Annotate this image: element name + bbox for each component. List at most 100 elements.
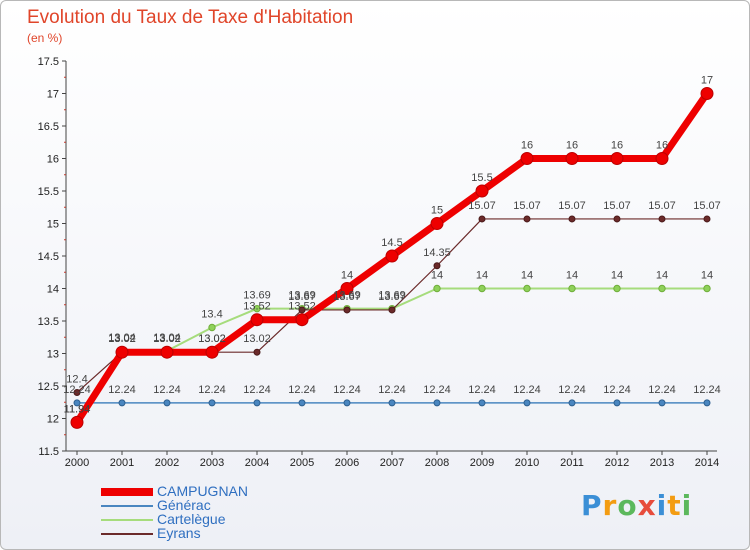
data-point-campugnan [205, 345, 219, 359]
legend-swatch-cartelegue [101, 519, 153, 521]
data-point-campugnan [340, 282, 354, 295]
data-label-campugnan: 16 [521, 140, 533, 152]
data-label-campugnan: 14.5 [381, 237, 402, 249]
y-tick-label: 15.5 [38, 186, 59, 198]
data-label-eyrans: 14.35 [423, 247, 451, 259]
data-label-cartelegue: 14 [431, 270, 443, 282]
x-tick-label: 2010 [515, 457, 539, 469]
data-label-campugnan: 15.5 [471, 172, 492, 184]
data-point-generac [73, 399, 81, 407]
data-label-generac: 12.24 [648, 384, 676, 396]
data-point-eyrans [478, 215, 486, 223]
data-point-generac [433, 399, 441, 407]
data-label-eyrans: 15.07 [603, 200, 631, 212]
y-tick-label: 12 [47, 414, 59, 426]
chart-title: Evolution du Taux de Taxe d'Habitation [27, 7, 354, 28]
data-label-eyrans: 15.07 [558, 200, 586, 212]
data-label-cartelegue: 13.69 [333, 290, 361, 302]
data-label-cartelegue: 14 [521, 270, 533, 282]
brand-letter: i [656, 489, 668, 522]
data-label-cartelegue: 11.94 [64, 403, 91, 415]
legend-label-campugnan: CAMPUGNAN [157, 483, 249, 499]
data-point-generac [703, 399, 711, 407]
data-label-campugnan: 14 [341, 270, 353, 282]
data-label-campugnan: 11.94 [64, 403, 91, 415]
data-label-cartelegue: 14 [566, 270, 578, 282]
data-label-cartelegue: 13.69 [243, 290, 271, 302]
x-tick-label: 2012 [605, 457, 629, 469]
data-point-campugnan [115, 345, 129, 359]
data-point-cartelegue [613, 284, 621, 293]
data-label-generac: 12.24 [513, 384, 541, 396]
x-tick-label: 2004 [245, 457, 269, 469]
brand-letter: i [681, 489, 693, 522]
data-label-generac: 12.24 [198, 384, 226, 396]
data-label-cartelegue: 13.04 [108, 332, 136, 344]
data-point-cartelegue [658, 284, 666, 293]
data-label-campugnan: 13.52 [243, 301, 271, 313]
data-label-generac: 12.24 [603, 384, 631, 396]
y-tick-label: 16 [47, 154, 59, 166]
data-label-eyrans: 13.67 [378, 291, 406, 303]
data-label-eyrans: 13.67 [333, 291, 361, 303]
y-tick-label: 16.5 [38, 121, 59, 133]
data-point-generac [118, 399, 126, 407]
data-point-eyrans [433, 262, 441, 270]
data-point-generac [658, 399, 666, 407]
brand-logo: Proxiti [581, 489, 692, 522]
brand-letter: P [581, 489, 603, 522]
x-tick-label: 2011 [560, 457, 584, 469]
x-tick-label: 2013 [650, 457, 674, 469]
x-tick-label: 2014 [695, 457, 719, 469]
y-tick-label: 15 [47, 219, 59, 231]
x-tick-label: 2001 [110, 457, 134, 469]
data-point-generac [388, 399, 396, 407]
data-label-eyrans: 13.02 [198, 333, 226, 345]
data-label-campugnan: 13.02 [153, 333, 181, 345]
legend-swatch-generac [101, 505, 153, 507]
data-label-eyrans: 13.02 [243, 333, 271, 345]
data-label-generac: 12.24 [378, 384, 406, 396]
data-label-generac: 12.24 [423, 384, 451, 396]
data-label-eyrans: 15.07 [513, 200, 541, 212]
data-label-cartelegue: 14 [611, 270, 623, 282]
brand-letter: o [617, 489, 638, 522]
data-label-campugnan: 13.52 [288, 301, 316, 313]
data-label-campugnan: 16 [656, 140, 668, 152]
data-label-cartelegue: 14 [656, 270, 668, 282]
data-point-cartelegue [568, 284, 576, 293]
data-point-cartelegue [433, 284, 441, 293]
legend-label-eyrans: Eyrans [157, 525, 201, 541]
data-point-campugnan [475, 184, 489, 198]
data-labels-layer: 12.24 12.24 12.24 12.24 12.24 12.24 12.24 12.24… [63, 75, 721, 416]
data-label-cartelegue: 13.69 [378, 290, 406, 302]
y-tick-label: 12.5 [38, 381, 59, 393]
data-point-cartelegue [523, 284, 531, 293]
chart-unit-label: (en %) [27, 31, 63, 45]
legend-label-cartelegue: Cartelègue [157, 511, 226, 527]
series-layer [70, 87, 714, 429]
data-label-eyrans: 15.07 [648, 200, 676, 212]
data-point-campugnan [385, 249, 399, 263]
legend-swatch-campugnan [101, 488, 153, 496]
y-tick-label: 14.5 [38, 251, 59, 263]
data-point-eyrans [253, 348, 261, 356]
data-label-eyrans: 13.67 [288, 291, 316, 303]
data-label-generac: 12.24 [108, 384, 136, 396]
data-point-cartelegue [478, 284, 486, 293]
data-point-eyrans [523, 215, 531, 223]
data-point-campugnan [430, 217, 444, 230]
data-point-generac [613, 399, 621, 407]
data-label-eyrans: 12.4 [66, 374, 87, 386]
data-label-eyrans: 13.02 [153, 333, 181, 345]
data-label-cartelegue: 13.04 [153, 332, 181, 344]
data-point-generac [253, 399, 261, 407]
legend-label-generac: Générac [157, 497, 211, 513]
legend-swatch-eyrans [101, 533, 153, 535]
x-tick-label: 2000 [65, 457, 89, 469]
data-point-campugnan [655, 152, 669, 165]
y-tick-label: 11.5 [38, 446, 59, 458]
data-label-campugnan: 16 [566, 140, 578, 152]
data-label-eyrans: 15.07 [693, 200, 721, 212]
data-label-generac: 12.24 [558, 384, 586, 396]
